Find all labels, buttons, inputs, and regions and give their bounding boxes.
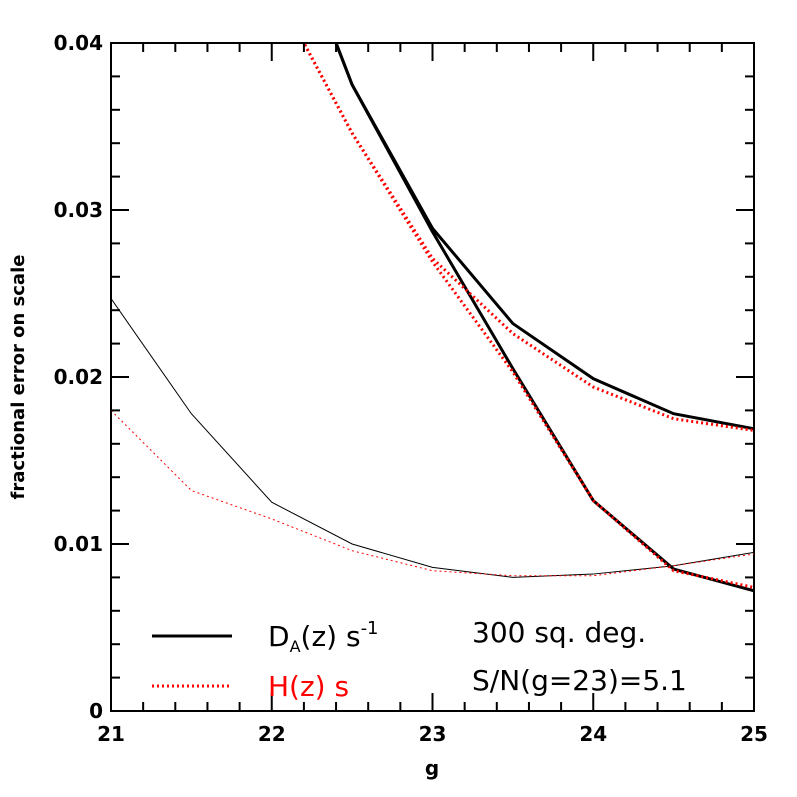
series-line [111,410,754,577]
legend-label-part: -1 [361,618,379,639]
legend-label: H(z) s [268,670,349,703]
x-axis-label: g [425,756,439,780]
y-axis-label: fractional error on scale [8,255,29,500]
series-line [111,298,754,578]
plot-area [111,43,754,593]
y-tick-label: 0.03 [54,198,103,222]
annotation: S/N(g=23)=5.1 [472,664,687,697]
x-tick-label: 25 [740,722,768,746]
x-tick-label: 22 [258,722,286,746]
x-tick-label: 21 [97,722,125,746]
y-tick-label: 0.01 [54,532,103,556]
series-line [302,43,754,589]
legend-label-part: D [268,620,290,653]
series-line [334,43,754,593]
plot-frame [110,42,755,712]
y-tick-label: 0.04 [54,31,103,55]
x-tick-label: 24 [579,722,607,746]
legend-label-part: H(z) s [268,670,349,703]
y-tick-label: 0 [89,699,103,723]
x-tick-label: 23 [419,722,447,746]
legend-label-part: (z) s [301,620,361,653]
y-tick-label: 0.02 [54,365,103,389]
annotation: 300 sq. deg. [472,616,646,649]
legend-label-part: A [290,637,301,656]
legend-label: DA(z) s-1 [268,618,379,656]
